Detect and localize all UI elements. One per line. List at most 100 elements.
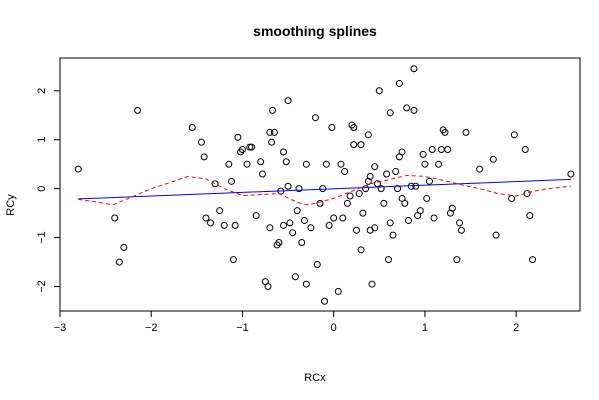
data-point [446, 209, 454, 217]
data-point [311, 114, 319, 122]
data-point [384, 256, 392, 264]
data-point [355, 190, 363, 198]
data-point [404, 216, 412, 224]
data-point [410, 106, 418, 114]
data-point [462, 128, 470, 136]
data-point [234, 133, 242, 141]
x-tick-label: −2 [145, 322, 158, 334]
data-point [441, 128, 449, 136]
data-point [398, 148, 406, 156]
data-point [229, 256, 237, 264]
data-point [448, 204, 456, 212]
data-point [444, 146, 452, 154]
y-tick-label: 0 [36, 186, 48, 192]
data-point [453, 256, 461, 264]
data-point [386, 219, 394, 227]
fit-lines [78, 174, 571, 206]
linear-fit-line [78, 178, 571, 200]
data-point [246, 143, 254, 151]
data-point [357, 246, 365, 254]
data-point [492, 231, 500, 239]
data-point [248, 143, 256, 151]
data-point [366, 172, 374, 180]
data-point [394, 185, 402, 193]
data-point [362, 185, 370, 193]
data-point [111, 214, 119, 222]
data-point [456, 219, 464, 227]
data-point [115, 258, 123, 266]
data-point [521, 146, 529, 154]
data-point [371, 224, 379, 232]
y-tick-label: 1 [36, 137, 48, 143]
data-point [410, 65, 418, 73]
data-point [341, 168, 349, 176]
data-point [207, 219, 215, 227]
data-point [430, 214, 438, 222]
data-point [291, 273, 299, 281]
data-point [386, 109, 394, 117]
data-point [526, 212, 534, 220]
data-point [134, 106, 142, 114]
data-point [350, 141, 358, 149]
data-point [350, 123, 358, 131]
data-point [412, 182, 420, 190]
x-tick-label: −3 [54, 322, 67, 334]
data-point [280, 148, 288, 156]
data-point [375, 87, 383, 95]
x-tick-label: 1 [422, 322, 428, 334]
data-point [383, 170, 391, 178]
data-point [457, 226, 465, 234]
data-point [380, 199, 388, 207]
data-point [302, 280, 310, 288]
data-point [269, 106, 277, 114]
data-point [200, 153, 208, 161]
data-point [270, 128, 278, 136]
data-point [252, 212, 260, 220]
data-point [300, 216, 308, 224]
data-point [428, 146, 436, 154]
data-point [359, 209, 367, 217]
data-point [392, 168, 400, 176]
y-tick-label: −2 [36, 280, 48, 293]
y-tick-label: 2 [36, 88, 48, 94]
data-point [295, 185, 303, 193]
data-point [339, 214, 347, 222]
data-point [352, 226, 360, 234]
data-point [298, 238, 306, 246]
data-point [346, 192, 354, 200]
data-point [266, 224, 274, 232]
chart-title: smoothing splines [253, 23, 377, 39]
data-point [188, 123, 196, 131]
x-axis: −3 −2 −1 0 1 2 [54, 311, 519, 334]
data-point [416, 207, 424, 215]
data-point [74, 165, 82, 173]
data-point [401, 199, 409, 207]
data-point [364, 177, 372, 185]
data-point [343, 199, 351, 207]
data-point [321, 297, 329, 305]
data-point [529, 256, 537, 264]
data-point [228, 177, 236, 185]
smoothing-spline-line [78, 174, 571, 206]
data-point [284, 97, 292, 105]
data-point [435, 160, 443, 168]
data-point [216, 207, 224, 215]
data-point [371, 163, 379, 171]
y-axis: −2 −1 0 1 2 [36, 88, 60, 293]
data-point [259, 170, 267, 178]
data-point [476, 165, 484, 173]
data-point [322, 160, 330, 168]
data-point [257, 158, 265, 166]
data-point [268, 138, 276, 146]
data-point [238, 146, 246, 154]
data-point [211, 180, 219, 188]
x-tick-label: 2 [513, 322, 519, 334]
data-point [302, 160, 310, 168]
data-point [282, 158, 290, 166]
data-point [264, 283, 272, 291]
data-point [202, 214, 210, 222]
data-point [280, 221, 288, 229]
data-point [567, 170, 575, 178]
data-point [328, 123, 336, 131]
data-point [364, 131, 372, 139]
